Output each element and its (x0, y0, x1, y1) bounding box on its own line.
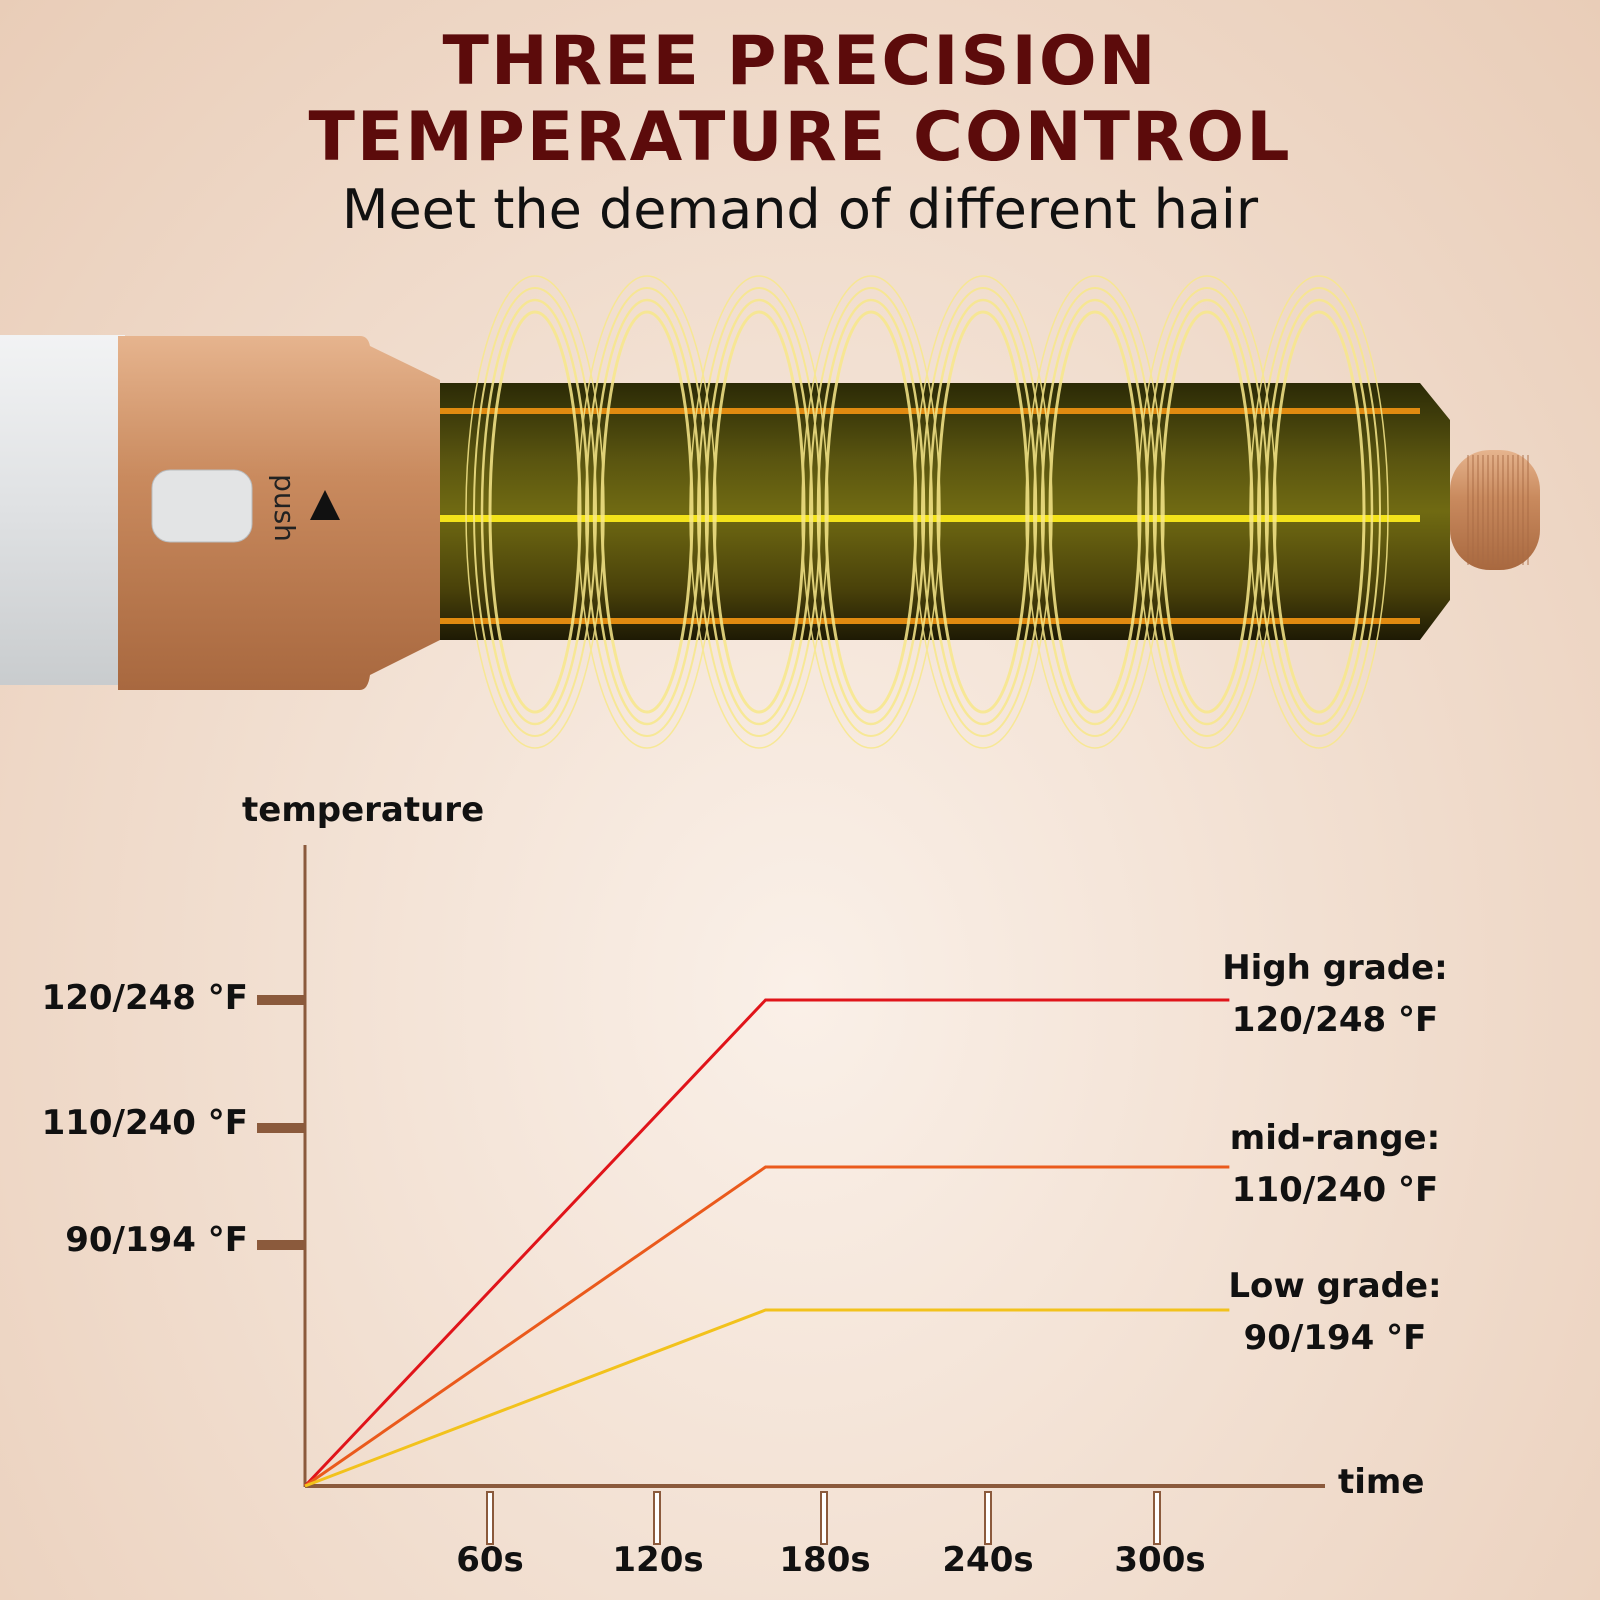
series-label-low: Low grade: 90/194 °F (1215, 1260, 1455, 1364)
heat-ring (488, 310, 582, 714)
heat-ring (921, 287, 1045, 737)
series-name: Low grade: (1228, 1266, 1442, 1306)
series-value: 120/248 °F (1231, 1000, 1439, 1040)
heat-wave-rings (465, 275, 1389, 749)
y-tick-label: 110/240 °F (41, 1103, 248, 1143)
heat-ring (689, 275, 829, 749)
hair-styler-illustration: push (0, 275, 1540, 749)
y-axis-label: temperature (242, 790, 485, 830)
subtitle: Meet the demand of different hair (341, 178, 1259, 241)
push-label: push (268, 474, 301, 542)
push-arrow-icon (310, 490, 340, 520)
heat-ring (712, 310, 806, 714)
x-tick-mark (486, 1491, 494, 1545)
series-value: 110/240 °F (1231, 1170, 1439, 1210)
x-tick-mark (1153, 1491, 1161, 1545)
heat-ring (809, 287, 933, 737)
x-tick-label: 300s (1114, 1540, 1206, 1580)
x-tick-mark (820, 1491, 828, 1545)
heat-ring (1025, 275, 1165, 749)
heat-ring (592, 298, 702, 726)
heat-ring (600, 310, 694, 714)
heat-ring (704, 298, 814, 726)
heat-ring (1272, 310, 1366, 714)
x-tick-label: 60s (456, 1540, 524, 1580)
series-line (304, 1165, 1230, 1488)
heat-ring (816, 298, 926, 726)
series-label-mid: mid-range: 110/240 °F (1215, 1112, 1455, 1216)
y-tick-mark (257, 995, 305, 1005)
title-line-1: THREE PRECISION (442, 22, 1158, 101)
x-tick-mark (653, 1491, 661, 1545)
series-line (303, 998, 1230, 1488)
x-tick-mark (984, 1491, 992, 1545)
heat-ring (1249, 275, 1389, 749)
push-button (151, 469, 253, 543)
heat-ring (936, 310, 1030, 714)
y-tick-mark (257, 1240, 305, 1250)
heat-ring (1048, 310, 1142, 714)
heat-ring (577, 275, 717, 749)
series-label-high: High grade: 120/248 °F (1215, 942, 1455, 1046)
x-tick-label: 180s (779, 1540, 871, 1580)
handle (0, 335, 125, 685)
y-tick-label: 120/248 °F (41, 978, 248, 1018)
series-value: 90/194 °F (1243, 1318, 1427, 1358)
heat-ring (1033, 287, 1157, 737)
title-line-2: TEMPERATURE CONTROL (308, 98, 1292, 177)
heat-ring (473, 287, 597, 737)
heat-ring (824, 310, 918, 714)
heat-ring (1152, 298, 1262, 726)
series-line (304, 1308, 1230, 1488)
series-name: mid-range: (1229, 1118, 1441, 1158)
heat-ring (913, 275, 1053, 749)
heat-ring (1040, 298, 1150, 726)
heat-ring (480, 298, 590, 726)
y-tick-mark (257, 1123, 305, 1133)
heat-ring (585, 287, 709, 737)
heat-ring (465, 275, 605, 749)
heat-ring (928, 298, 1038, 726)
series-name: High grade: (1222, 948, 1448, 988)
heat-ring (1160, 310, 1254, 714)
collar (118, 336, 440, 690)
heat-ring (1257, 287, 1381, 737)
x-tick-label: 240s (942, 1540, 1034, 1580)
y-tick-label: 90/194 °F (65, 1220, 248, 1260)
heat-ring (1145, 287, 1269, 737)
x-tick-label: 120s (612, 1540, 704, 1580)
heat-ring (1137, 275, 1277, 749)
x-axis-label: time (1338, 1462, 1425, 1502)
heat-ring (1264, 298, 1374, 726)
heat-ring (801, 275, 941, 749)
heat-ring (697, 287, 821, 737)
